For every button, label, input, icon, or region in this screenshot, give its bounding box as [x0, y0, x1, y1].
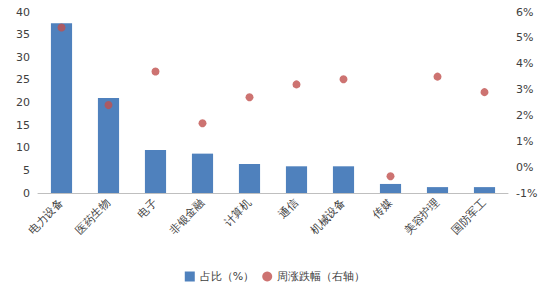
- svg-text:-1%: -1%: [516, 187, 537, 200]
- svg-text:10: 10: [16, 141, 30, 154]
- svg-text:1%: 1%: [516, 135, 533, 148]
- svg-text:40: 40: [16, 6, 30, 19]
- svg-text:非银金融: 非银金融: [167, 196, 207, 236]
- svg-text:周涨跌幅（右轴）: 周涨跌幅（右轴）: [277, 270, 365, 283]
- svg-text:占比（%）: 占比（%）: [200, 270, 254, 283]
- svg-text:电力设备: 电力设备: [26, 196, 66, 236]
- svg-text:5%: 5%: [516, 31, 533, 44]
- svg-text:25: 25: [16, 73, 30, 86]
- svg-text:0%: 0%: [516, 161, 533, 174]
- svg-text:35: 35: [16, 28, 30, 41]
- svg-text:0: 0: [23, 187, 30, 200]
- svg-text:15: 15: [16, 119, 30, 132]
- svg-text:电子: 电子: [135, 196, 160, 221]
- svg-text:6%: 6%: [516, 6, 533, 19]
- svg-text:通信: 通信: [276, 196, 301, 221]
- svg-text:机械设备: 机械设备: [308, 196, 348, 236]
- svg-text:3%: 3%: [516, 83, 533, 96]
- svg-text:30: 30: [16, 51, 30, 64]
- svg-text:计算机: 计算机: [222, 196, 255, 229]
- svg-text:医药生物: 医药生物: [73, 196, 113, 236]
- svg-text:20: 20: [16, 96, 30, 109]
- svg-text:美容护理: 美容护理: [402, 196, 442, 236]
- svg-text:传媒: 传媒: [370, 196, 395, 221]
- svg-text:4%: 4%: [516, 57, 533, 70]
- svg-text:国防军工: 国防军工: [449, 196, 489, 236]
- svg-text:5: 5: [23, 164, 30, 177]
- svg-text:2%: 2%: [516, 109, 533, 122]
